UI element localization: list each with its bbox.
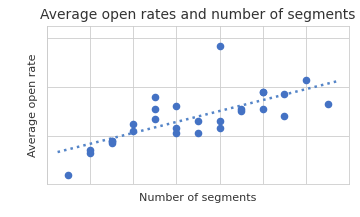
Point <box>325 102 330 106</box>
Point <box>217 127 222 130</box>
Point <box>282 115 287 118</box>
Title: Average open rates and number of segments: Average open rates and number of segment… <box>40 8 356 22</box>
Point <box>303 78 309 81</box>
Point <box>174 132 179 135</box>
Point <box>174 127 179 130</box>
Point <box>260 107 266 111</box>
Point <box>66 173 71 176</box>
Point <box>109 139 114 142</box>
Point <box>152 117 158 120</box>
X-axis label: Number of segments: Number of segments <box>139 194 257 204</box>
Point <box>109 141 114 145</box>
Point <box>238 107 244 111</box>
Point <box>238 110 244 113</box>
Point <box>130 129 136 133</box>
Point <box>152 95 158 99</box>
Point <box>282 92 287 96</box>
Y-axis label: Average open rate: Average open rate <box>28 54 38 157</box>
Point <box>109 139 114 142</box>
Point <box>195 132 201 135</box>
Point <box>195 119 201 123</box>
Point <box>217 44 222 47</box>
Point <box>260 90 266 94</box>
Point <box>217 119 222 123</box>
Point <box>260 90 266 94</box>
Point <box>87 151 93 155</box>
Point <box>174 105 179 108</box>
Point <box>87 149 93 152</box>
Point <box>152 107 158 111</box>
Point <box>130 122 136 125</box>
